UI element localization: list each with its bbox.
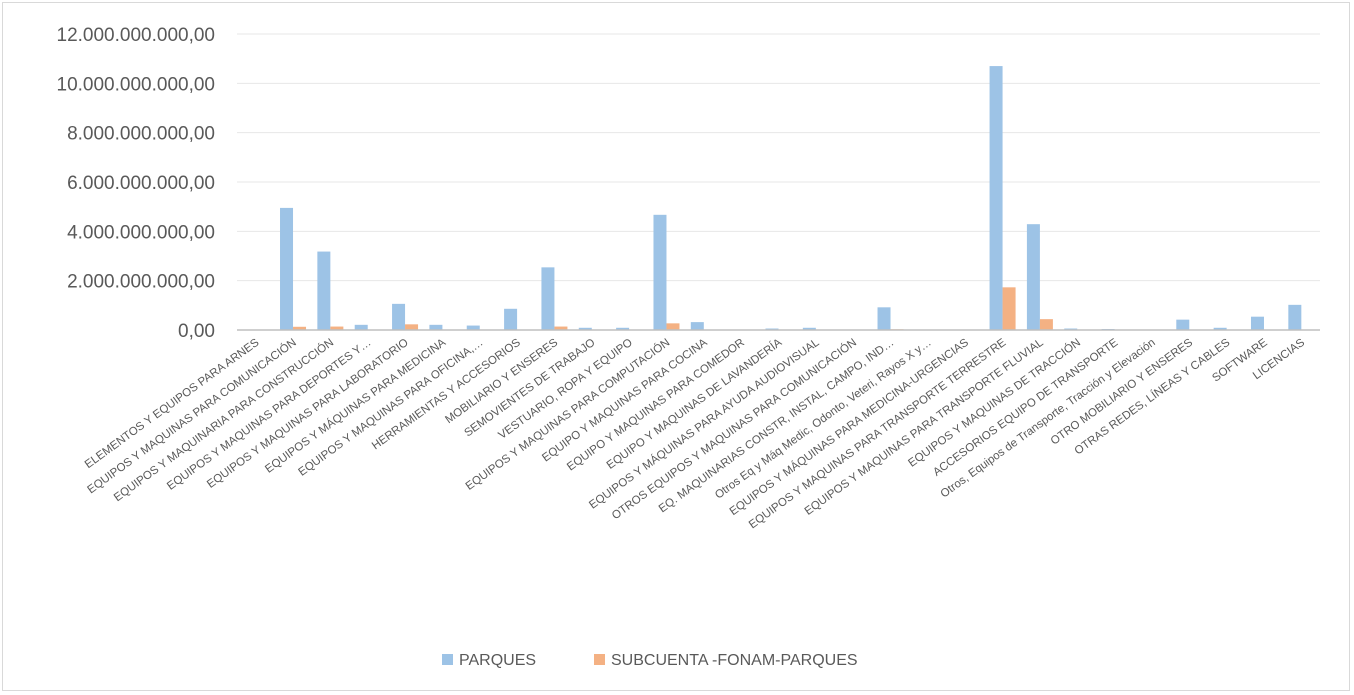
bar-parques <box>578 327 592 330</box>
legend-label-parques: PARQUES <box>459 652 536 669</box>
bar-parques <box>653 214 667 330</box>
y-tick-label: 12.000.000.000,00 <box>57 25 216 46</box>
y-tick-label: 8.000.000.000,00 <box>67 124 215 145</box>
bar-parques <box>541 267 555 330</box>
bar-parques <box>690 322 704 330</box>
y-tick-label: 6.000.000.000,00 <box>67 173 215 194</box>
bar-parques <box>504 308 518 330</box>
bar-parques <box>1250 316 1264 330</box>
legend-swatch-subcuenta <box>594 654 605 665</box>
gridlines <box>237 33 1320 282</box>
y-tick-label: 0,00 <box>178 321 215 342</box>
bar-parques <box>802 327 816 330</box>
bar-parques <box>429 324 443 330</box>
y-tick-label: 2.000.000.000,00 <box>67 272 215 293</box>
bar-parques <box>616 327 630 330</box>
y-axis-ticks: 0,00 2.000.000.000,00 4.000.000.000,00 6.00… <box>57 25 216 342</box>
bar-subcuenta <box>554 326 568 330</box>
bar-parques <box>392 303 406 330</box>
bar-subcuenta <box>1039 319 1053 330</box>
bar-subcuenta <box>293 326 307 330</box>
bar-subcuenta <box>330 326 344 330</box>
bar-parques <box>317 251 331 330</box>
legend: PARQUES SUBCUENTA -FONAM-PARQUES <box>442 652 858 669</box>
bar-subcuenta <box>405 324 419 330</box>
y-tick-label: 4.000.000.000,00 <box>67 222 215 243</box>
y-tick-label: 10.000.000.000,00 <box>57 74 216 95</box>
bar-parques <box>1176 319 1190 330</box>
bar-parques <box>280 207 294 330</box>
bar-parques <box>989 66 1003 330</box>
legend-swatch-parques <box>442 654 453 665</box>
bar-subcuenta <box>666 323 680 330</box>
bar-parques <box>1026 224 1040 330</box>
legend-label-subcuenta: SUBCUENTA -FONAM-PARQUES <box>611 652 858 669</box>
bar-subcuenta <box>1002 287 1016 330</box>
bar-parques <box>354 324 368 330</box>
bar-parques <box>1288 304 1302 330</box>
bar-parques <box>1213 327 1227 330</box>
bar-parques <box>466 325 480 330</box>
bar-parques <box>877 307 891 330</box>
bars <box>280 66 1302 330</box>
